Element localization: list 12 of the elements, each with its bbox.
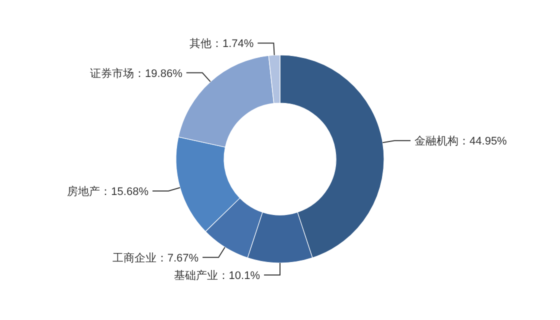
slice-label: 其他 [189, 37, 212, 50]
slice-label: 证券市场 [90, 66, 134, 80]
data-label: ：15.68% [100, 186, 149, 198]
data-label: ：1.74% [211, 38, 254, 50]
slice-label: 工商企业 [112, 251, 156, 264]
data-label: ：10.1% [218, 270, 260, 282]
data-label: ：44.95% [458, 136, 508, 148]
slice-label: 基础产业 [174, 269, 218, 282]
data-label: ：19.86% [134, 68, 183, 80]
slice-label: 金融机构 [414, 136, 459, 148]
data-label: ：7.67% [156, 252, 199, 264]
slice-label: 房地产 [67, 184, 100, 198]
